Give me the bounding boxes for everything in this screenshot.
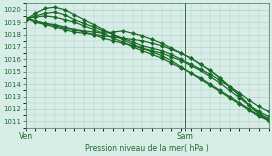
- X-axis label: Pression niveau de la mer( hPa ): Pression niveau de la mer( hPa ): [85, 144, 209, 153]
